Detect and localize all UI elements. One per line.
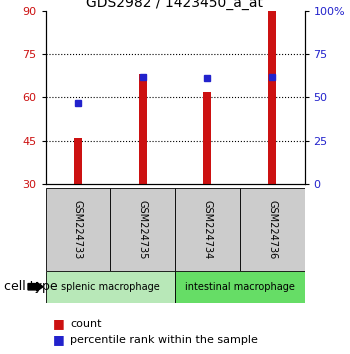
Bar bbox=[46, 271, 175, 303]
Text: ■: ■ bbox=[52, 318, 64, 330]
Bar bbox=[175, 271, 304, 303]
Bar bbox=[268, 11, 276, 184]
Text: count: count bbox=[70, 319, 101, 329]
Text: GSM224734: GSM224734 bbox=[202, 200, 212, 259]
Text: cell type: cell type bbox=[4, 280, 57, 293]
Text: intestinal macrophage: intestinal macrophage bbox=[185, 282, 295, 292]
Text: splenic macrophage: splenic macrophage bbox=[61, 282, 160, 292]
Title: GDS2982 / 1423450_a_at: GDS2982 / 1423450_a_at bbox=[86, 0, 264, 10]
Text: percentile rank within the sample: percentile rank within the sample bbox=[70, 335, 258, 345]
Text: GSM224733: GSM224733 bbox=[73, 200, 83, 259]
Bar bbox=[139, 74, 147, 184]
Bar bbox=[74, 138, 82, 184]
Text: GSM224735: GSM224735 bbox=[138, 200, 148, 259]
Bar bbox=[46, 188, 110, 271]
Bar bbox=[240, 188, 304, 271]
Text: GSM224736: GSM224736 bbox=[267, 200, 277, 259]
Bar bbox=[175, 188, 240, 271]
Text: ■: ■ bbox=[52, 333, 64, 346]
Bar bbox=[110, 188, 175, 271]
Bar bbox=[203, 92, 211, 184]
